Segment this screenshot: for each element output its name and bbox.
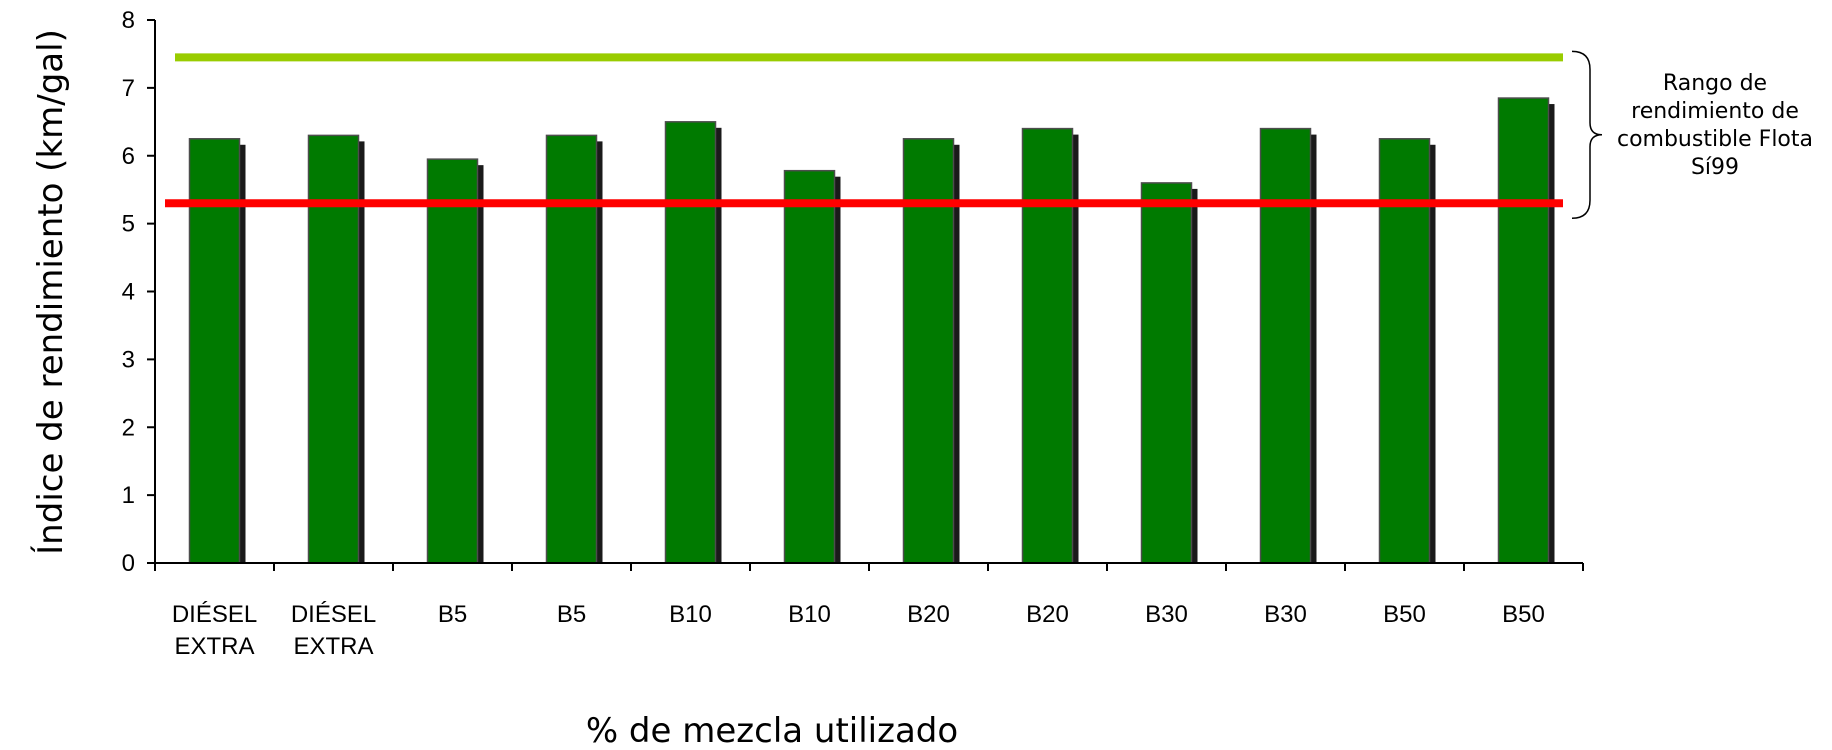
y-axis-title: Índice de rendimiento (km/gal): [30, 29, 71, 555]
range-brace: [1571, 50, 1603, 220]
x-tick-label: B50: [1383, 601, 1426, 628]
y-tick-label: 3: [122, 346, 135, 373]
bars: [188, 97, 1555, 564]
x-tick-label: B5: [438, 601, 467, 628]
x-axis-title: % de mezcla utilizado: [586, 711, 958, 750]
x-tick-label: B20: [907, 601, 950, 628]
bar: [1140, 182, 1193, 564]
x-tick-label: B30: [1264, 601, 1307, 628]
bar: [188, 138, 241, 564]
bar: [902, 138, 955, 564]
bar: [1259, 127, 1312, 564]
bar: [783, 169, 836, 564]
y-tick-label: 6: [122, 143, 135, 170]
y-axis-ticks: 0 1 2 3 4 5 6 7 8: [122, 7, 155, 577]
x-tick-label: B50: [1502, 601, 1545, 628]
x-tick-label: B5: [557, 601, 586, 628]
x-tick-label: B10: [669, 601, 712, 628]
x-axis-labels: DIÉSEL EXTRA DIÉSEL EXTRA B5 B5 B10 B10 B20 B20 B3…: [172, 601, 1545, 660]
range-annotation: Rango de rendimiento de combustible Flota S…: [1571, 50, 1813, 220]
y-tick-label: 5: [122, 211, 135, 238]
bar: [664, 121, 717, 564]
y-tick-label: 7: [122, 75, 135, 102]
bar: [426, 158, 479, 564]
y-tick-label: 8: [122, 7, 135, 34]
axes: [154, 20, 1584, 571]
bar: [1378, 138, 1431, 564]
x-tick-label: B30: [1145, 601, 1188, 628]
x-tick-label: B10: [788, 601, 831, 628]
range-annotation-text: Rango de rendimiento de combustible Flota S…: [1617, 71, 1813, 180]
y-tick-label: 2: [122, 414, 135, 441]
y-tick-label: 0: [122, 550, 135, 577]
y-tick-label: 4: [122, 279, 135, 306]
reference-lines: [165, 53, 1563, 208]
bar: [1021, 127, 1074, 564]
x-tick-label: B20: [1026, 601, 1069, 628]
bar: [1497, 97, 1550, 564]
x-tick-label: DIÉSEL EXTRA: [172, 601, 257, 660]
y-tick-label: 1: [122, 482, 135, 509]
x-tick-label: DIÉSEL EXTRA: [291, 601, 376, 660]
